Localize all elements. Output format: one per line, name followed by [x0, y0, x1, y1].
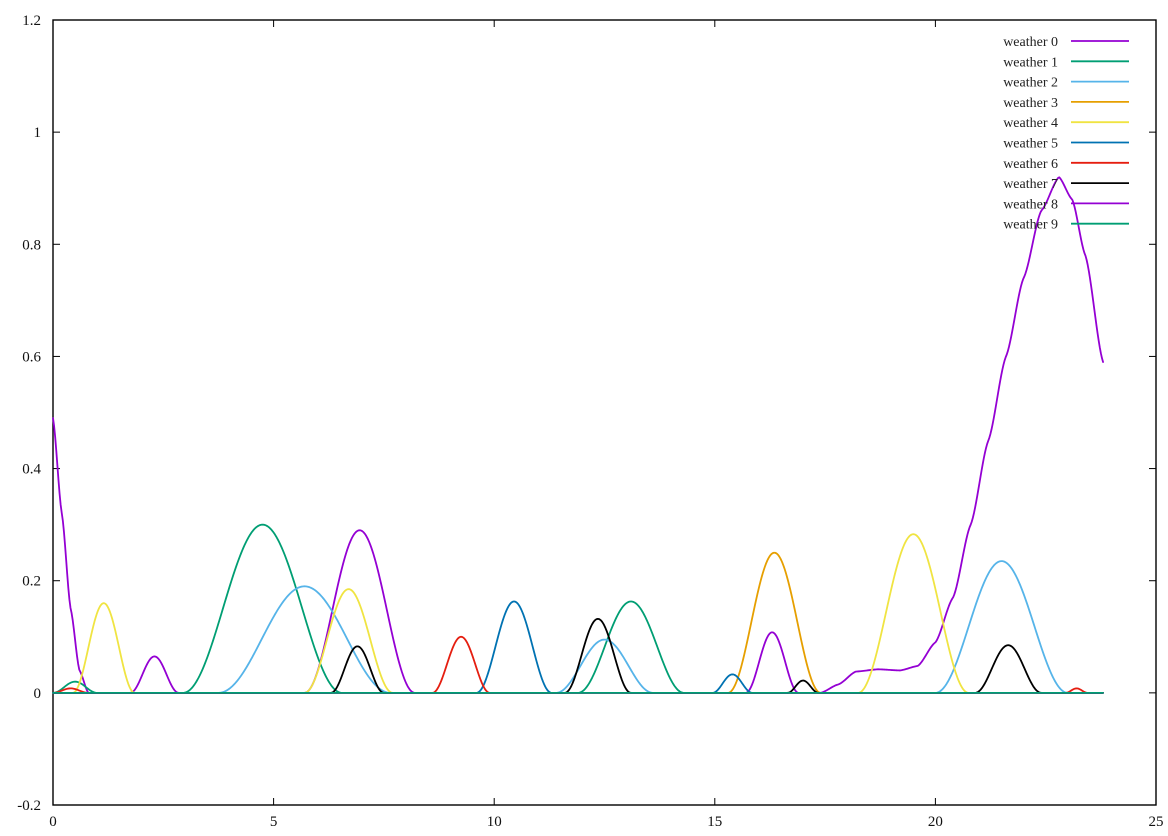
plot-frame [52, 19, 1157, 806]
legend-label: weather 0 [1003, 35, 1058, 50]
y-tick-label: 1 [34, 125, 42, 141]
y-tick-label: 0.8 [22, 237, 41, 253]
y-tick-label: 0.4 [22, 462, 41, 478]
y-tick-label: 0 [34, 686, 42, 702]
y-tick-label: 0.2 [22, 574, 41, 590]
series-line-3 [52, 551, 1104, 694]
legend-label: weather 8 [1003, 197, 1058, 212]
x-tick-label: 5 [270, 814, 278, 830]
x-tick-label: 15 [707, 814, 722, 830]
x-tick-label: 25 [1149, 814, 1164, 830]
legend-label: weather 6 [1003, 157, 1058, 172]
legend: weather 0 weather 1 weather 2 weather 3 weat… [1003, 35, 1129, 233]
axes: 0 5 10 15 20 25 -0.2 0 0.2 0.4 0.6 0.8 1 1.2 [17, 13, 1163, 830]
series-line-7 [52, 617, 1104, 694]
legend-label: weather 3 [1003, 96, 1058, 111]
x-tick-label: 20 [928, 814, 943, 830]
legend-label: weather 4 [1003, 116, 1058, 131]
legend-label: weather 7 [1003, 177, 1058, 192]
legend-label: weather 2 [1003, 76, 1058, 91]
y-tick-label: 0.6 [22, 349, 41, 365]
x-tick-label: 0 [49, 814, 57, 830]
legend-label: weather 5 [1003, 137, 1058, 152]
x-tick-label: 10 [487, 814, 502, 830]
y-tick-label: -0.2 [17, 798, 41, 814]
series-line-2 [52, 560, 1104, 694]
series-lines [52, 176, 1104, 694]
legend-label: weather 1 [1003, 55, 1058, 70]
legend-label: weather 9 [1003, 218, 1058, 233]
series-line-0 [52, 176, 1104, 694]
y-tick-label: 1.2 [22, 13, 41, 29]
